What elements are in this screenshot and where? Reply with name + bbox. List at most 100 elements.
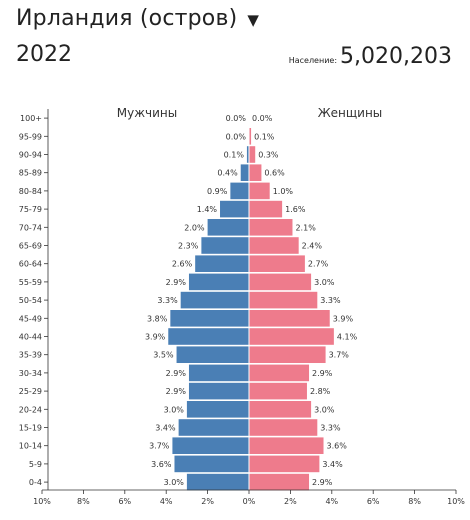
female-bar <box>249 200 283 218</box>
x-tick-label: 4% <box>160 497 173 506</box>
male-value-label: 3.7% <box>149 442 170 451</box>
population-label: Население: <box>288 56 338 65</box>
female-bar <box>249 255 305 272</box>
female-bar <box>249 437 324 454</box>
male-value-label: 0.4% <box>217 169 238 178</box>
age-group-label: 100+ <box>20 114 42 123</box>
female-bar <box>249 182 270 200</box>
x-tick-label: 10% <box>33 497 51 506</box>
male-bar <box>188 273 249 291</box>
age-group-label: 85-89 <box>19 169 42 178</box>
male-value-label: 2.9% <box>166 278 187 287</box>
age-group-label: 50-54 <box>19 296 42 305</box>
male-bar <box>246 146 249 163</box>
female-value-label: 0.3% <box>258 151 279 160</box>
age-group-label: 80-84 <box>19 187 42 196</box>
age-group-label: 70-74 <box>19 223 42 232</box>
age-group-label: 55-59 <box>19 278 42 287</box>
male-bar <box>174 455 249 473</box>
x-tick-label: 6% <box>367 497 380 506</box>
age-group-label: 10-14 <box>19 442 42 451</box>
x-tick-label: 2% <box>201 497 214 506</box>
male-value-label: 3.3% <box>157 296 178 305</box>
x-tick-label: 6% <box>118 497 131 506</box>
male-value-label: 2.3% <box>178 242 199 251</box>
x-tick-label: 10% <box>447 497 465 506</box>
male-bar <box>195 255 249 272</box>
female-bar <box>249 364 310 382</box>
male-value-label: 2.9% <box>166 369 187 378</box>
female-bar <box>249 164 262 181</box>
female-bar <box>249 128 252 145</box>
female-bar <box>249 419 318 436</box>
age-group-label: 35-39 <box>19 351 42 360</box>
male-value-label: 3.0% <box>164 405 185 414</box>
female-bar <box>249 219 293 236</box>
age-group-label: 5-9 <box>29 460 42 469</box>
age-group-label: 95-99 <box>19 132 42 141</box>
female-value-label: 3.0% <box>314 405 335 414</box>
female-value-label: 2.7% <box>308 260 329 269</box>
caret-down-icon: ▼ <box>247 11 259 29</box>
male-value-label: 3.8% <box>147 314 168 323</box>
female-value-label: 3.3% <box>320 296 341 305</box>
female-value-label: 3.3% <box>320 424 341 433</box>
female-bar <box>249 328 334 345</box>
male-value-label: 0.0% <box>226 114 247 123</box>
female-bar <box>249 273 312 291</box>
country-selector[interactable]: Ирландия (остров) ▼ <box>16 6 259 31</box>
female-value-label: 4.1% <box>337 333 358 342</box>
male-value-label: 3.4% <box>155 424 176 433</box>
female-value-label: 3.0% <box>314 278 335 287</box>
male-bar <box>178 419 249 436</box>
male-bar <box>176 346 249 363</box>
female-value-label: 3.4% <box>322 460 343 469</box>
female-bar <box>249 310 330 327</box>
male-bar <box>240 164 249 181</box>
male-value-label: 3.0% <box>164 478 185 487</box>
male-bar <box>207 219 249 236</box>
x-tick-label: 4% <box>325 497 338 506</box>
female-bar <box>249 401 312 418</box>
male-value-label: 2.0% <box>184 223 205 232</box>
age-group-label: 30-34 <box>19 369 42 378</box>
population-value: 5,020,203 <box>340 44 452 69</box>
male-bar <box>186 401 249 418</box>
age-group-label: 45-49 <box>19 314 42 323</box>
female-value-label: 3.9% <box>333 314 354 323</box>
female-bar <box>249 146 256 163</box>
age-group-label: 65-69 <box>19 242 42 251</box>
male-value-label: 1.4% <box>197 205 218 214</box>
male-bar <box>201 237 249 254</box>
male-value-label: 3.5% <box>153 351 174 360</box>
age-group-label: 60-64 <box>19 260 42 269</box>
female-value-label: 3.7% <box>329 351 350 360</box>
x-tick-label: 2% <box>284 497 297 506</box>
female-value-label: 1.6% <box>285 205 306 214</box>
right-series-label: Женщины <box>318 106 383 120</box>
female-bar <box>249 382 307 400</box>
age-group-label: 25-29 <box>19 387 42 396</box>
female-value-label: 1.0% <box>273 187 294 196</box>
female-value-label: 0.1% <box>254 132 275 141</box>
male-value-label: 0.1% <box>224 151 245 160</box>
age-group-label: 15-19 <box>19 424 42 433</box>
female-bar <box>249 237 299 254</box>
x-tick-label: 0% <box>243 497 256 506</box>
female-value-label: 2.9% <box>312 369 333 378</box>
female-value-label: 0.6% <box>264 169 285 178</box>
female-value-label: 2.4% <box>302 242 323 251</box>
age-group-label: 75-79 <box>19 205 42 214</box>
male-bar <box>188 364 249 382</box>
year-label: 2022 <box>16 42 72 67</box>
male-value-label: 3.6% <box>151 460 172 469</box>
male-value-label: 3.9% <box>145 333 166 342</box>
female-bar <box>249 473 310 491</box>
female-value-label: 2.9% <box>312 478 333 487</box>
male-value-label: 0.9% <box>207 187 228 196</box>
male-bar <box>168 328 249 345</box>
x-tick-label: 8% <box>77 497 90 506</box>
age-group-label: 90-94 <box>19 151 42 160</box>
male-value-label: 2.9% <box>166 387 187 396</box>
